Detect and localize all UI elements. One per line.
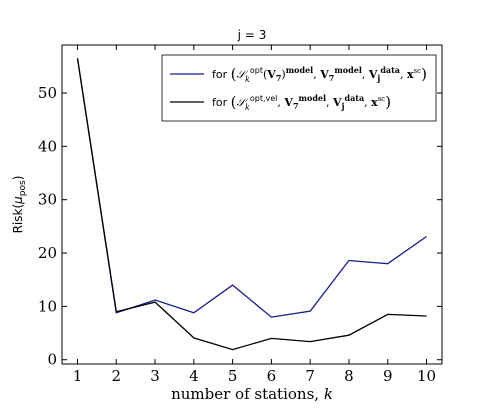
legend-label-1: for (𝒮kopt(V7)model, V7model, Vjdata, xs… [212, 65, 427, 84]
x-tick-label: 6 [267, 367, 277, 385]
x-tick-label: 3 [150, 367, 160, 385]
x-tick-label: 9 [383, 367, 393, 385]
x-axis-ticks: 1 2 3 4 5 6 7 8 9 10 [73, 45, 436, 385]
x-tick-label: 2 [112, 367, 122, 385]
x-axis-label: number of stations, k [171, 385, 333, 403]
y-axis-ticks: 0 10 20 30 40 50 [38, 84, 442, 369]
x-tick-label: 10 [417, 367, 436, 385]
x-tick-label: 1 [73, 367, 83, 385]
legend-label-2: for (𝒮kopt,vel, V7model, Vjdata, xsc) [212, 93, 391, 112]
y-tick-label: 20 [38, 244, 57, 262]
y-axis-label: Risk(μpos) [11, 176, 28, 234]
x-tick-label: 8 [344, 367, 354, 385]
series-line-2 [76, 58, 427, 351]
y-tick-label: 50 [38, 84, 57, 102]
legend-box [161, 54, 437, 122]
plot-frame [61, 44, 443, 365]
y-tick-label: 0 [47, 351, 57, 369]
x-tick-label: 5 [228, 367, 238, 385]
series-layer [76, 58, 427, 351]
legend: for (𝒮kopt(V7)model, V7model, Vjdata, xs… [161, 54, 437, 122]
x-tick-label: 4 [189, 367, 199, 385]
y-tick-label: 40 [38, 137, 57, 155]
y-tick-label: 10 [38, 297, 57, 315]
chart-title: j = 3 [237, 28, 267, 42]
x-tick-label: 7 [305, 367, 315, 385]
y-tick-label: 30 [38, 191, 57, 209]
